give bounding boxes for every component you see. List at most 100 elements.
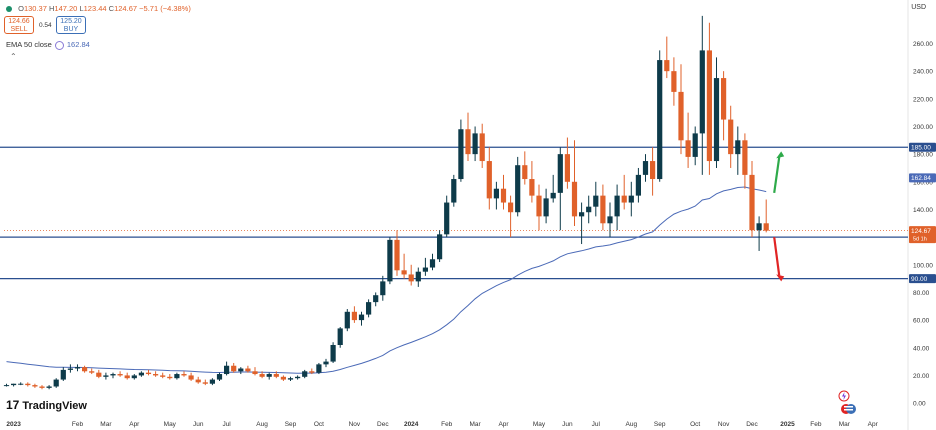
level-tag-bg — [909, 274, 936, 284]
candle-body — [138, 372, 144, 376]
candle-body — [46, 386, 52, 388]
candle-body — [117, 374, 123, 376]
y-tick-label: 40.00 — [913, 345, 930, 352]
candle-body — [3, 385, 10, 387]
ema-legend[interactable]: EMA 50 close 162.84 — [6, 40, 90, 50]
candle-body — [259, 374, 265, 377]
candle-body — [209, 379, 215, 384]
candle-body — [635, 174, 641, 196]
y-tick-label: 180.00 — [913, 152, 933, 159]
candle-body — [380, 281, 386, 296]
candle-body — [763, 223, 769, 231]
candle-body — [145, 372, 152, 375]
candle-body — [195, 379, 201, 383]
candle-body — [323, 361, 329, 365]
x-tick-label: Jun — [193, 421, 204, 428]
price-tag-bg — [909, 226, 936, 244]
ema-label: EMA 50 close — [6, 40, 52, 49]
candle-body — [358, 314, 365, 321]
y-tick-label: 140.00 — [913, 207, 933, 214]
candle-body — [579, 212, 585, 217]
candle-body — [713, 78, 720, 162]
candle-body — [110, 374, 116, 376]
candle-body — [472, 133, 478, 155]
candle-body — [238, 368, 244, 372]
ema-tag: 162.84 — [911, 175, 931, 182]
x-tick-label: Oct — [690, 421, 700, 428]
candle-body — [586, 206, 592, 213]
sell-price: 124.66 — [8, 18, 30, 25]
candle-body — [82, 367, 88, 372]
buy-label: BUY — [63, 26, 79, 33]
x-tick-label: Jun — [562, 421, 573, 428]
x-tick-label: Aug — [626, 421, 638, 428]
candle-body — [131, 375, 137, 379]
price-tag-countdown: 5d 1h — [913, 237, 927, 243]
candle-body — [280, 376, 286, 380]
candle-body — [706, 50, 712, 162]
candle-body — [437, 234, 443, 260]
change-value: −5.71 (−4.38%) — [139, 4, 191, 13]
candle-body — [366, 302, 372, 315]
candle-body — [337, 328, 343, 345]
high-value: 147.20 — [54, 4, 78, 13]
buy-button[interactable]: 125.20 BUY — [56, 16, 86, 34]
candle-body — [224, 365, 230, 375]
candle-body — [18, 383, 24, 385]
candle-body — [444, 202, 450, 235]
candle-body — [458, 129, 464, 180]
x-tick-label: Oct — [314, 421, 324, 428]
x-tick-label: Apr — [498, 421, 509, 428]
bullish-arrowhead — [776, 151, 785, 159]
y-tick-label: 60.00 — [913, 318, 930, 325]
low-value: 123.44 — [83, 4, 107, 13]
candle-body — [621, 195, 627, 203]
y-tick-label: 200.00 — [913, 124, 933, 131]
tradingview-logo[interactable]: 17 TradingView — [6, 398, 87, 412]
candle-body — [593, 195, 599, 207]
chevron-up-icon[interactable]: ⌃ — [10, 52, 17, 61]
flag-icon[interactable] — [840, 403, 858, 417]
candle-body — [642, 161, 649, 175]
x-tick-label: 2023 — [6, 421, 21, 428]
candle-body — [756, 223, 762, 231]
sell-button[interactable]: 124.66 SELL — [4, 16, 34, 34]
level-tag: 90.00 — [911, 276, 928, 283]
lightning-icon[interactable] — [838, 390, 850, 404]
settings-icon[interactable] — [54, 40, 64, 50]
y-tick-label: 260.00 — [913, 41, 933, 48]
y-tick-label: 100.00 — [913, 262, 933, 269]
candle-body — [11, 383, 17, 386]
candle-body — [742, 140, 748, 175]
candle-body — [96, 372, 102, 377]
candle-body — [628, 195, 634, 203]
level-tag-bg — [909, 142, 936, 152]
candle-body — [124, 375, 130, 379]
y-tick-label: 220.00 — [913, 96, 933, 103]
candle-body — [252, 371, 258, 375]
candle-body — [202, 382, 208, 384]
x-tick-label: 2025 — [780, 421, 795, 428]
candle-body — [543, 198, 549, 217]
x-tick-label: Aug — [256, 421, 268, 428]
currency-label[interactable]: USD — [911, 4, 926, 11]
y-tick-label: 160.00 — [913, 179, 933, 186]
bullish-arrow[interactable] — [773, 157, 781, 194]
candle-body — [188, 375, 194, 380]
x-tick-label: Apr — [868, 421, 879, 428]
x-tick-label: Jul — [592, 421, 601, 428]
candle-body — [721, 78, 727, 120]
candle-body — [160, 375, 166, 377]
candle-body — [607, 216, 613, 224]
x-tick-label: Mar — [839, 421, 851, 428]
level-tag: 185.00 — [911, 145, 931, 152]
candle-body — [394, 239, 400, 271]
y-tick-label: 80.00 — [913, 290, 930, 297]
candle-body — [614, 195, 620, 217]
ema-value: 162.84 — [66, 40, 90, 49]
x-tick-label: Sep — [654, 421, 666, 428]
candle-body — [671, 71, 677, 92]
candle-body — [429, 259, 436, 268]
bearish-arrow[interactable] — [773, 236, 781, 276]
